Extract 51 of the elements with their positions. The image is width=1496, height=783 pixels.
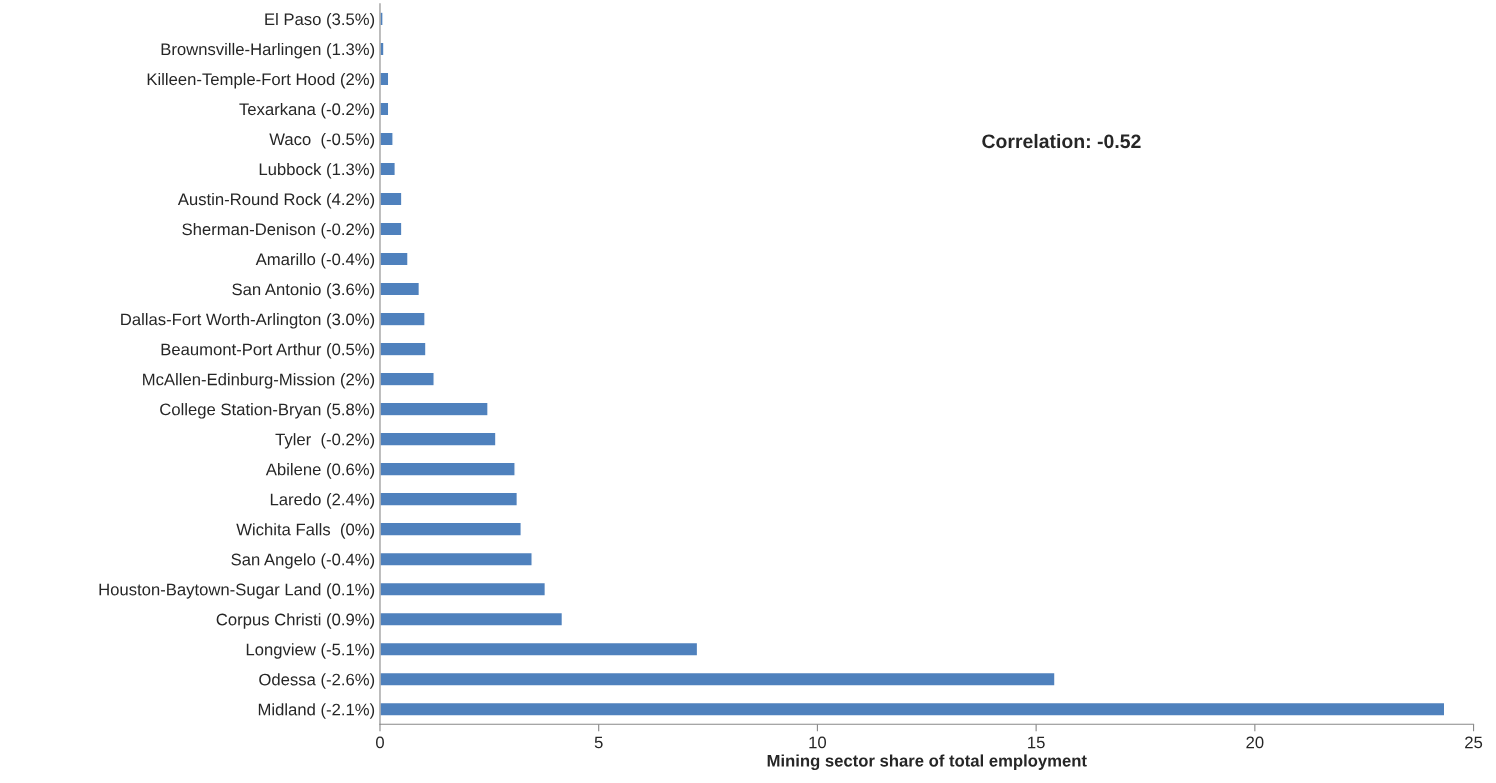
y-tick-label: Houston-Baytown-Sugar Land (0.1%) xyxy=(99,583,375,599)
bar xyxy=(379,281,421,297)
bar xyxy=(379,641,699,657)
bar xyxy=(379,401,489,417)
y-tick-label: Beaumont-Port Arthur (0.5%) xyxy=(161,343,375,359)
y-tick-label: San Antonio (3.6%) xyxy=(232,283,375,299)
x-tick-label: 5 xyxy=(594,736,603,749)
y-tick-label: Midland (-2.1%) xyxy=(258,703,375,719)
bar xyxy=(379,431,497,447)
bar xyxy=(379,551,533,567)
y-tick-label: Lubbock (1.3%) xyxy=(259,162,375,179)
y-tick-label: College Station-Bryan (5.8%) xyxy=(160,403,375,419)
bar xyxy=(379,671,1056,687)
y-tick-label: McAllen-Edinburg-Mission (2%) xyxy=(143,373,375,389)
y-tick-label: El Paso (3.5%) xyxy=(265,12,375,29)
bar xyxy=(379,341,427,357)
x-tick-label: 20 xyxy=(1246,736,1264,749)
bar xyxy=(379,581,547,597)
x-axis-title: Mining sector share of total employment xyxy=(767,754,1087,770)
x-tick-label: 0 xyxy=(376,736,384,749)
y-tick-label: Sherman-Denison (-0.2%) xyxy=(182,222,375,239)
annotation: Correlation: -0.52 xyxy=(982,133,1141,149)
x-tick-label: 15 xyxy=(1028,736,1045,749)
x-tick-label: 10 xyxy=(809,736,827,749)
y-tick-label: Austin-Round Rock (4.2%) xyxy=(177,192,375,209)
y-tick-label: Abilene (0.6%) xyxy=(265,463,375,479)
bar xyxy=(379,191,403,207)
bar xyxy=(379,221,403,237)
y-tick-label: Tyler (-0.2%) xyxy=(275,433,375,449)
y-tick-label: Dallas-Fort Worth-Arlington (3.0%) xyxy=(121,313,375,329)
bar xyxy=(379,41,385,57)
y-tick-label: Odessa (-2.6%) xyxy=(259,673,375,689)
bar xyxy=(379,611,564,627)
bar xyxy=(379,491,519,507)
bar xyxy=(379,701,1446,717)
y-tick-label: Wichita Falls (0%) xyxy=(236,523,375,539)
bar xyxy=(379,371,435,387)
bar xyxy=(379,521,522,537)
bar xyxy=(379,461,516,477)
y-tick-label: Laredo (2.4%) xyxy=(270,493,375,509)
y-tick-label: Waco (-0.5%) xyxy=(269,132,375,149)
x-tick-label: 25 xyxy=(1465,736,1483,749)
y-tick-label: Amarillo (-0.4%) xyxy=(255,253,375,269)
bar xyxy=(379,251,409,267)
bar xyxy=(379,311,426,327)
y-tick-label: Corpus Christi (0.9%) xyxy=(216,613,375,629)
y-tick-label: Longview (-5.1%) xyxy=(246,643,375,659)
y-tick-label: Killeen-Temple-Fort Hood (2%) xyxy=(147,72,375,89)
y-tick-label: Brownsville-Harlingen (1.3%) xyxy=(161,42,375,59)
y-tick-label: Texarkana (-0.2%) xyxy=(239,102,375,119)
y-tick-label: San Angelo (-0.4%) xyxy=(231,553,375,569)
